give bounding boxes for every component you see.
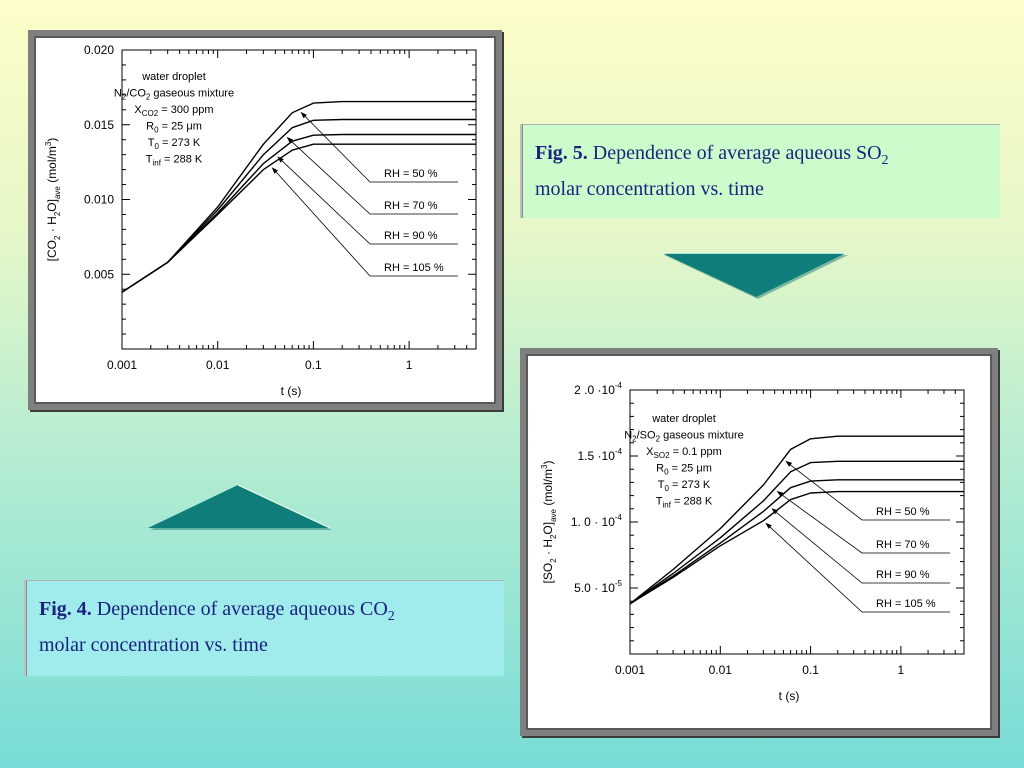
fig5-text: Dependence of average aqueous SO <box>592 142 882 164</box>
leader-line <box>278 157 458 245</box>
series-label: RH = 90 % <box>384 230 438 242</box>
annotation-line: water droplet <box>651 413 716 425</box>
x-axis-label: t (s) <box>281 384 302 398</box>
fig4-label: Fig. 4. <box>39 598 92 620</box>
series-line <box>121 143 476 293</box>
fig4-text: Dependence of average aqueous CO <box>96 598 388 620</box>
annotation-line: XSO2 = 0.1 ppm <box>646 446 722 460</box>
series-line <box>629 435 964 605</box>
leader-line <box>301 112 458 183</box>
annotation-line: N2/SO2 gaseous mixture <box>624 430 744 444</box>
series-label: RH = 70 % <box>384 200 438 212</box>
y-tick-label: 0.015 <box>84 118 114 132</box>
annotation-line: R0 = 25 μm <box>656 463 712 477</box>
annotation-line: Tinf = 288 K <box>146 154 203 168</box>
y-tick-label: 5.0 · 10-5 <box>574 579 622 595</box>
series-line <box>629 490 964 605</box>
leader-arrowhead <box>785 460 793 467</box>
fig4-line2: molar concentration vs. time <box>39 634 268 656</box>
co2-chart: 0.001 0.01 0.1 1 t (s) 0.005 0.010 0.015 0.020 [C… <box>44 43 477 398</box>
triangle-up-icon <box>148 484 332 530</box>
fig5-sub: 2 <box>881 153 889 168</box>
series-label: RH = 90 % <box>876 569 930 581</box>
leader-line <box>772 508 950 584</box>
leader-arrowhead <box>277 156 284 163</box>
so2-chart-frame: 0.001 0.01 0.1 1 t (s) 5.0 · 10-5 1. 0 · 10-4 1… <box>520 348 998 736</box>
annotation-line: R0 = 25 μm <box>146 121 202 135</box>
leader-line <box>777 491 950 554</box>
leader-line <box>272 168 458 277</box>
x-tick-label: 0.001 <box>615 663 645 677</box>
co2-chart-frame: 0.001 0.01 0.1 1 t (s) 0.005 0.010 0.015 0.020 [C… <box>28 30 502 410</box>
y-tick-label: 0.010 <box>84 193 114 207</box>
leader-line <box>766 523 950 613</box>
y-tick-label: 0.005 <box>84 267 114 281</box>
x-tick-label: 1 <box>898 663 905 677</box>
y-tick-label: 0.020 <box>84 43 114 57</box>
fig4-sub: 2 <box>387 609 395 624</box>
annotation-line: N2/CO2 gaseous mixture <box>114 88 234 102</box>
annotation-line: XCO2 = 300 ppm <box>134 104 213 118</box>
x-tick-label: 0.001 <box>107 358 137 372</box>
leader-arrowhead <box>300 111 307 119</box>
leader-arrowhead <box>776 490 784 497</box>
y-axis-label: [CO2 · H2O]ave (mol/m3) <box>44 138 62 262</box>
annotation-line: Tinf = 288 K <box>656 496 713 510</box>
leader-line <box>287 137 458 215</box>
x-axis-label: t (s) <box>779 689 800 703</box>
fig5-line2: molar concentration vs. time <box>535 178 764 200</box>
x-tick-label: 0.1 <box>305 358 322 372</box>
series-label: RH = 50 % <box>384 168 438 180</box>
x-tick-label: 0.01 <box>206 358 230 372</box>
y-tick-label: 2 .0 ·10-4 <box>574 381 622 397</box>
triangle-down-icon <box>662 252 848 299</box>
y-tick-label: 1. 0 · 10-4 <box>571 513 623 529</box>
annotation-line: T0 = 273 K <box>658 479 711 493</box>
series-line <box>629 479 964 605</box>
x-tick-label: 1 <box>406 358 413 372</box>
fig5-label: Fig. 5. <box>535 142 588 164</box>
x-tick-label: 0.01 <box>709 663 733 677</box>
fig5-caption: Fig. 5. Dependence of average aqueous SO… <box>522 124 1000 218</box>
series-label: RH = 70 % <box>876 539 930 551</box>
series-label: RH = 105 % <box>876 598 936 610</box>
leader-arrowhead <box>765 522 772 529</box>
annotation-line: water droplet <box>141 71 206 83</box>
series-label: RH = 50 % <box>876 506 930 518</box>
x-tick-label: 0.1 <box>802 663 819 677</box>
y-axis-label: [SO2 · H2O]ave (mol/m3) <box>540 461 558 584</box>
so2-chart: 0.001 0.01 0.1 1 t (s) 5.0 · 10-5 1. 0 · 10-4 1… <box>540 381 965 703</box>
fig4-caption: Fig. 4. Dependence of average aqueous CO… <box>26 580 504 676</box>
series-line <box>629 460 964 605</box>
y-tick-label: 1.5 ·10-4 <box>578 447 623 463</box>
annotation-line: T0 = 273 K <box>148 137 201 151</box>
leader-arrowhead <box>286 136 294 144</box>
leader-arrowhead <box>271 167 278 174</box>
series-label: RH = 105 % <box>384 262 444 274</box>
